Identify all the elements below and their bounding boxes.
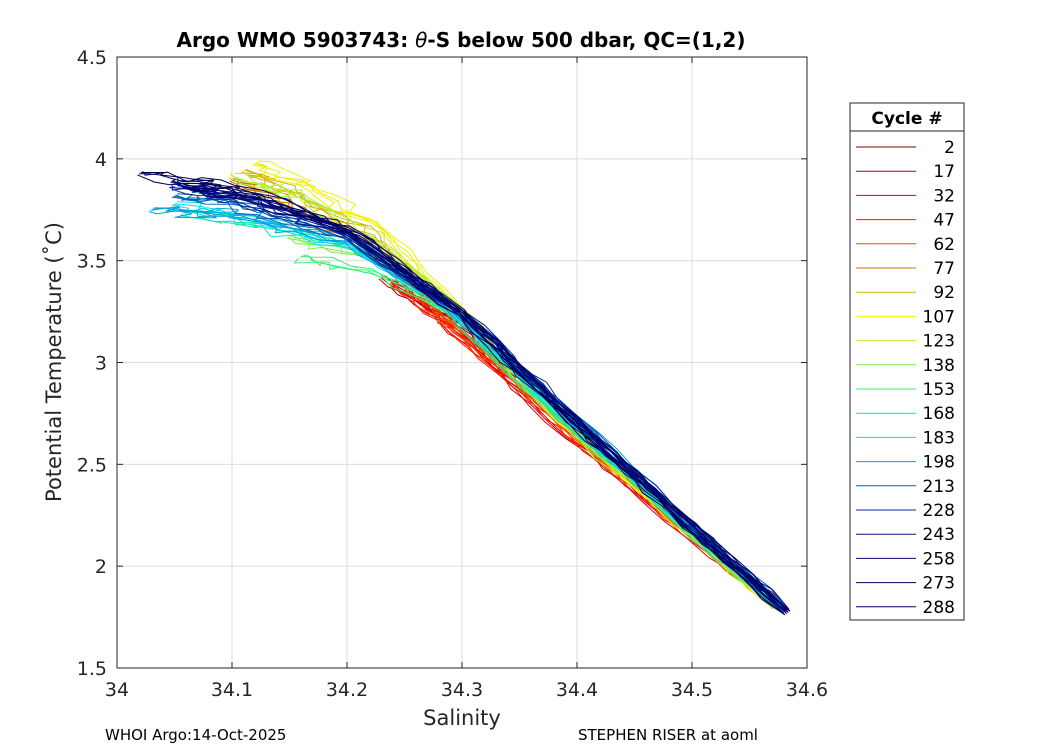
grid-lines — [117, 57, 807, 668]
legend-label-183: 183 — [923, 428, 955, 448]
x-tick-label: 34.3 — [441, 679, 483, 701]
footer-source-date: WHOI Argo:14-Oct-2025 — [105, 726, 287, 744]
y-tick-label: 4 — [95, 149, 107, 171]
legend: Cycle # 2 17 32 47 62 77 92 107 123 138 153 168 183 1… — [849, 102, 965, 621]
legend-label-32: 32 — [933, 186, 955, 206]
legend-label-17: 17 — [933, 162, 955, 182]
x-tick-label: 34.6 — [786, 679, 828, 701]
y-tick-label: 2 — [95, 556, 107, 578]
legend-label-92: 92 — [933, 283, 955, 303]
series-line-cycle-288 — [181, 186, 786, 616]
y-axis-label: Potential Temperature (˚C) — [42, 222, 66, 502]
legend-label-77: 77 — [933, 259, 955, 279]
footer-attribution: STEPHEN RISER at aoml — [578, 726, 758, 744]
x-tick-label: 34.4 — [556, 679, 598, 701]
legend-label-243: 243 — [923, 525, 955, 545]
y-tick-label: 1.5 — [77, 658, 107, 680]
y-tick-label: 3 — [95, 353, 107, 375]
legend-label-47: 47 — [933, 211, 955, 231]
y-tick-label: 2.5 — [77, 454, 107, 476]
x-tick-label: 34.1 — [211, 679, 253, 701]
legend-label-168: 168 — [923, 404, 955, 424]
axis-ticks: 34 34.1 34.2 34.3 34.4 34.5 34.6 1.5 2 2.5 3 3.5 4 4.… — [77, 47, 828, 701]
series-line-cycle-288 — [186, 186, 789, 613]
x-tick-label: 34.5 — [671, 679, 713, 701]
series-line-cycle-288 — [184, 187, 787, 614]
x-tick-label: 34.2 — [326, 679, 368, 701]
chart-title: Argo WMO 5903743: θ-S below 500 dbar, QC… — [177, 28, 746, 52]
legend-entries: 2 17 32 47 62 77 92 107 123 138 153 168 183 198 213 228… — [856, 138, 955, 618]
legend-label-228: 228 — [923, 501, 955, 521]
legend-label-258: 258 — [923, 549, 955, 569]
legend-label-273: 273 — [923, 574, 955, 594]
plot-series-group — [137, 160, 791, 616]
legend-label-213: 213 — [923, 477, 955, 497]
legend-label-107: 107 — [923, 307, 955, 327]
legend-label-138: 138 — [923, 356, 955, 376]
legend-label-288: 288 — [923, 598, 955, 618]
legend-label-153: 153 — [923, 380, 955, 400]
y-tick-label: 3.5 — [77, 251, 107, 273]
y-tick-label: 4.5 — [77, 47, 107, 69]
legend-label-2: 2 — [944, 138, 955, 158]
series-line-cycle-288 — [188, 185, 791, 612]
legend-title: Cycle # — [871, 109, 942, 129]
legend-label-198: 198 — [923, 453, 955, 473]
legend-label-123: 123 — [923, 332, 955, 352]
legend-label-62: 62 — [933, 235, 955, 255]
x-tick-label: 34 — [105, 679, 129, 701]
series-line-cycle-47 — [390, 282, 775, 608]
x-axis-label: Salinity — [423, 706, 501, 730]
